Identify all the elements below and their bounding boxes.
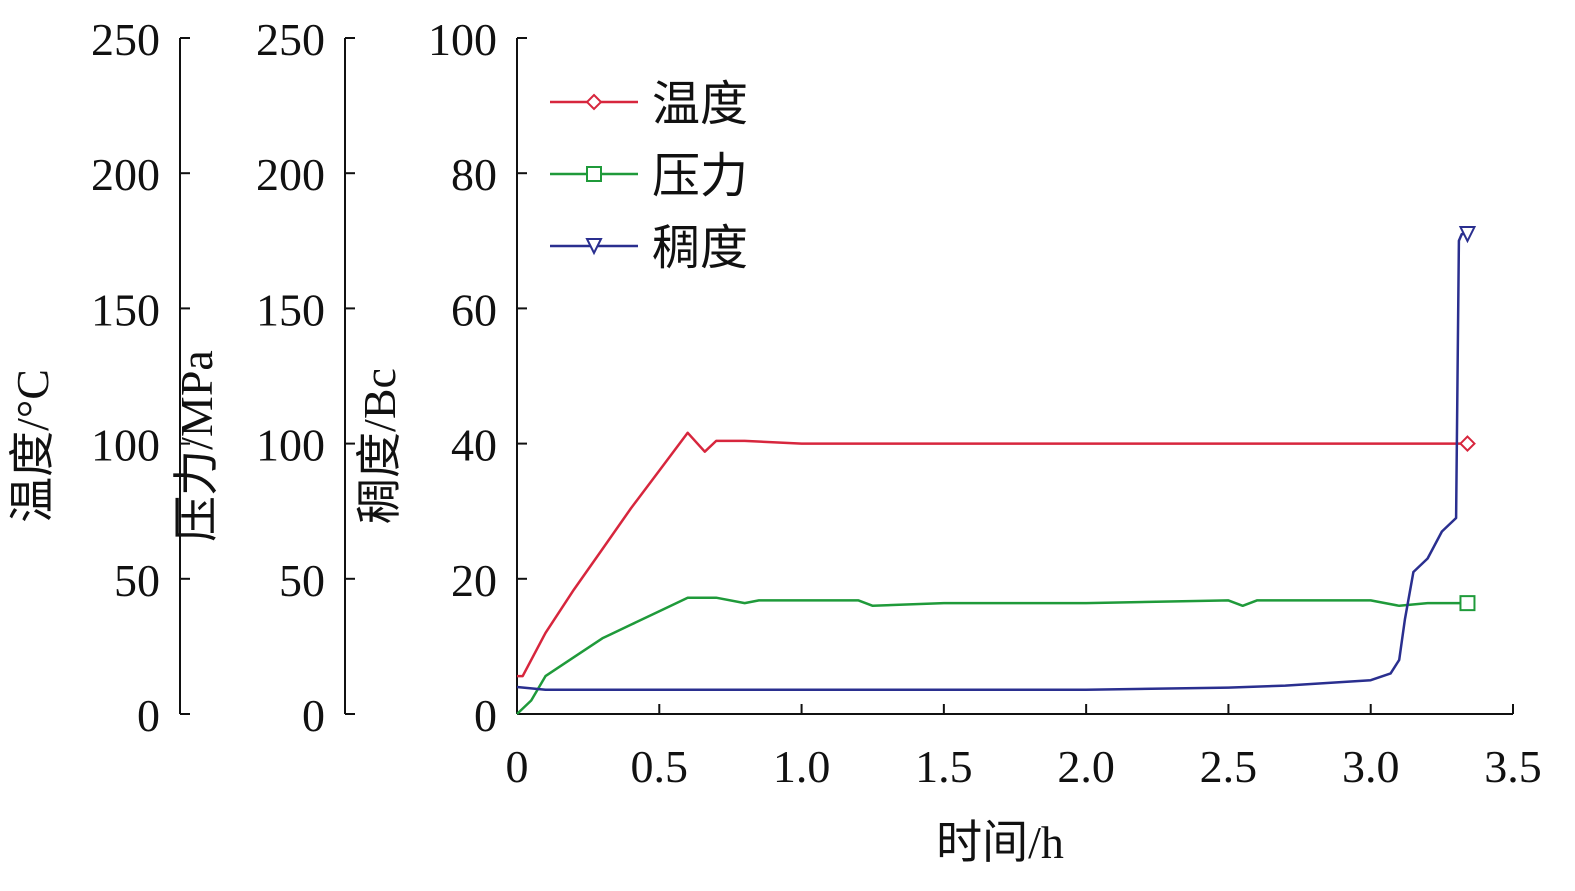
legend-marker-1	[585, 93, 603, 111]
y-tick-label-pressure: 100	[256, 420, 325, 471]
x-tick-label: 3.0	[1342, 741, 1400, 792]
y-tick-label-pressure: 150	[256, 284, 325, 335]
y-tick-label-consistency: 100	[428, 14, 497, 65]
series-end-marker-2	[1459, 595, 1476, 612]
y-tick-label-temperature: 150	[91, 284, 160, 335]
y-tick-label-temperature: 50	[114, 555, 160, 606]
y-tick-label-temperature: 0	[137, 690, 160, 741]
series-line-2	[516, 596, 1468, 715]
y-tick-label-consistency: 20	[451, 555, 497, 606]
x-tick-label: 1.0	[773, 741, 831, 792]
x-tick-label: 0	[506, 741, 529, 792]
y-axis-label-pressure: 压力/MPa	[171, 350, 222, 542]
series-end-marker-3	[1458, 226, 1477, 244]
series-line-1	[517, 431, 1468, 678]
legend-label-2: 压力	[652, 150, 748, 203]
y-tick-label-consistency: 40	[451, 420, 497, 471]
legend-marker-2	[586, 166, 602, 182]
series-end-marker-1	[1459, 435, 1476, 453]
y-tick-label-consistency: 60	[451, 284, 497, 335]
legend-label-3: 稠度	[652, 222, 748, 275]
y-axis-label-consistency: 稠度/Bc	[354, 368, 405, 524]
y-tick-label-temperature: 200	[91, 149, 160, 200]
x-tick-label: 3.5	[1484, 741, 1542, 792]
y-tick-label-pressure: 50	[279, 555, 325, 606]
axes-group: 050100150200250温度/°C050100150200250压力/MP…	[7, 14, 1542, 792]
y-tick-label-temperature: 100	[91, 420, 160, 471]
y-tick-label-pressure: 200	[256, 149, 325, 200]
legend-marker-3	[585, 238, 603, 256]
y-tick-label-consistency: 0	[474, 690, 497, 741]
x-tick-label: 2.0	[1057, 741, 1115, 792]
x-axis-label: 时间/h	[936, 817, 1064, 868]
series-group	[516, 226, 1477, 715]
series-line-3	[516, 232, 1468, 691]
x-tick-label: 1.5	[915, 741, 973, 792]
y-axis-label-temperature: 温度/°C	[7, 369, 58, 523]
y-tick-label-consistency: 80	[451, 149, 497, 200]
y-tick-label-pressure: 250	[256, 14, 325, 65]
legend-label-1: 温度	[652, 78, 748, 131]
x-tick-label: 2.5	[1200, 741, 1258, 792]
x-tick-label: 0.5	[631, 741, 689, 792]
y-tick-label-temperature: 250	[91, 14, 160, 65]
y-tick-label-pressure: 0	[302, 690, 325, 741]
